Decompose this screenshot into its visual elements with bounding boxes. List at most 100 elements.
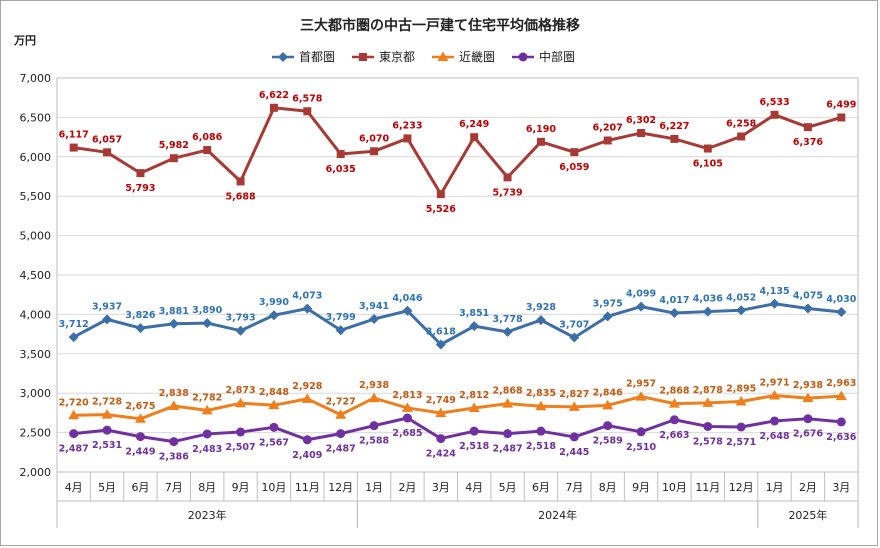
series-line [73,106,842,196]
data-label: 2,531 [92,440,122,451]
data-label: 3,851 [459,308,489,319]
data-label: 6,376 [793,137,823,148]
data-point [636,427,646,437]
y-tick-label: 5,500 [20,190,52,203]
data-label: 6,533 [760,97,790,108]
data-point [369,314,380,325]
series-line [72,302,842,347]
data-point [403,134,412,143]
data-point [134,413,146,423]
data-label: 2,676 [793,429,823,440]
data-point [702,397,714,407]
data-point [569,432,579,442]
x-tick-label: 7月 [165,481,183,494]
legend-marker [359,53,367,61]
data-point [302,303,313,314]
data-point [336,429,346,439]
x-tick-label: 6月 [532,481,550,494]
data-label: 2,749 [426,395,456,406]
data-label: 3,975 [593,298,623,309]
data-label: 3,928 [526,302,556,313]
data-label: 6,622 [259,90,289,101]
data-point [303,107,312,116]
data-label: 2,487 [59,444,89,455]
data-label: 4,135 [760,286,790,297]
data-label: 2,812 [459,390,489,401]
data-point [135,432,145,442]
data-point [203,146,212,155]
data-label: 2,449 [125,447,155,458]
legend: 首都圏 東京都 近畿圏 中部圏 [272,49,575,64]
data-label: 3,881 [159,306,189,317]
data-label: 2,663 [659,430,689,441]
data-point [336,150,345,159]
data-point [102,314,113,325]
data-label: 2,895 [726,383,756,394]
chart-title: 三大都市圏の中古一戸建て住宅平均価格推移 [300,17,580,34]
data-point [68,409,80,420]
y-tick-label: 7,000 [20,72,52,85]
data-label: 2,567 [259,437,289,448]
data-label: 6,227 [659,121,689,132]
x-tick-label: 11月 [695,481,720,494]
x-tick-label: 1月 [766,481,784,494]
data-point [770,416,780,426]
data-label: 2,518 [526,441,556,452]
data-label: 2,782 [192,392,222,403]
data-point [169,437,179,447]
year-label: 2025年 [788,508,827,522]
data-point [502,398,514,408]
data-label: 2,928 [292,381,322,392]
y-tick-label: 6,000 [20,151,52,164]
data-label: 2,868 [659,386,689,397]
data-label: 2,483 [192,444,222,455]
data-point [202,318,213,329]
legend-marker [437,51,449,61]
data-point [736,305,747,316]
data-point [837,113,846,122]
data-point [402,305,413,316]
x-tick-label: 3月 [432,481,450,494]
data-label: 2,813 [392,390,422,401]
series-line [73,393,842,421]
data-label: 2,963 [826,378,856,389]
data-point [836,417,846,427]
x-tick-label: 11月 [295,481,320,494]
data-point [435,339,446,350]
data-label: 2,728 [92,397,122,408]
data-label: 6,233 [392,120,422,131]
x-tick-label: 10月 [261,481,286,494]
series-2 [69,103,846,199]
data-label: 4,099 [626,289,656,300]
data-point [569,332,580,343]
data-point [736,422,746,432]
y-tick-label: 3,000 [20,387,52,400]
data-point [703,144,712,153]
data-label: 2,445 [559,447,589,458]
data-label: 6,499 [826,99,856,110]
data-label: 2,409 [292,450,322,461]
data-label: 2,571 [726,437,756,448]
data-point [669,308,680,319]
data-label: 6,117 [59,130,89,141]
y-tick-label: 6,500 [20,111,52,124]
data-point [602,399,614,410]
x-tick-label: 8月 [198,481,216,494]
data-point [103,148,112,157]
data-point [368,392,380,403]
data-label: 4,052 [726,292,756,303]
data-point [268,310,279,321]
data-label: 2,507 [226,442,256,453]
data-label: 2,518 [459,441,489,452]
x-tick-label: 5月 [499,481,517,494]
data-label: 2,589 [593,436,623,447]
data-point [168,318,179,329]
y-tick-label: 4,000 [20,308,52,321]
data-label: 5,982 [159,140,189,151]
data-label: 2,424 [426,449,456,460]
data-label: 2,675 [125,401,155,412]
data-label: 2,835 [526,388,556,399]
year-label: 2023年 [188,508,227,522]
